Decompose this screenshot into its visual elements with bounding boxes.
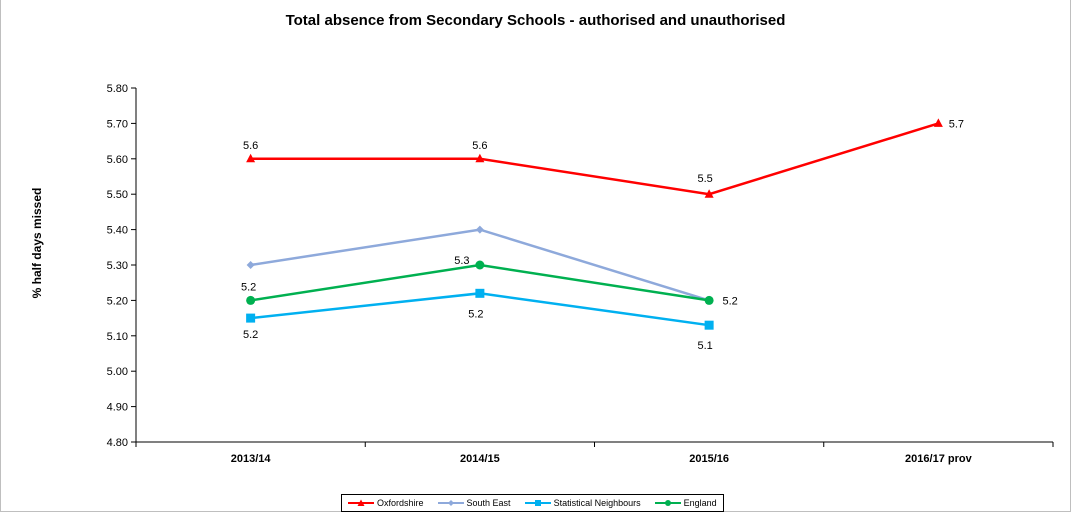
legend-swatch xyxy=(654,500,681,506)
legend-item: Oxfordshire xyxy=(348,498,424,508)
legend-swatch xyxy=(437,500,464,506)
data-point xyxy=(704,320,714,330)
y-tick-label: 4.90 xyxy=(107,402,128,414)
data-point xyxy=(475,153,485,163)
data-point xyxy=(246,153,256,163)
y-tick-label: 5.20 xyxy=(107,295,128,307)
y-tick-label: 5.80 xyxy=(107,83,128,95)
y-tick-label: 5.70 xyxy=(107,118,128,130)
data-point xyxy=(246,261,255,269)
data-label: 5.6 xyxy=(472,140,487,152)
legend-item: South East xyxy=(437,498,511,508)
y-tick-label: 5.00 xyxy=(107,366,128,378)
legend-swatch xyxy=(524,500,551,506)
x-tick-label: 2015/16 xyxy=(689,453,729,465)
y-tick-label: 5.10 xyxy=(107,331,128,343)
series-line xyxy=(250,122,939,196)
data-label: 5.3 xyxy=(454,255,469,267)
data-point xyxy=(704,189,714,198)
data-label: 5.2 xyxy=(241,281,256,293)
y-tick-label: 4.80 xyxy=(107,437,128,449)
y-tick-label: 5.50 xyxy=(107,189,128,201)
legend-swatch xyxy=(348,499,374,506)
data-label: 5.5 xyxy=(697,173,712,185)
data-point xyxy=(246,313,256,323)
y-tick-label: 5.60 xyxy=(107,154,128,166)
data-point xyxy=(704,295,714,305)
legend-item: Statistical Neighbours xyxy=(524,498,641,508)
legend-label: England xyxy=(683,498,717,508)
legend-label: South East xyxy=(466,498,511,508)
legend-label: Statistical Neighbours xyxy=(553,498,641,508)
data-label: 5.6 xyxy=(243,140,258,152)
data-label: 5.7 xyxy=(949,118,964,130)
data-label: 5.2 xyxy=(243,329,258,341)
chart-title: Total absence from Secondary Schools - a… xyxy=(285,12,786,29)
data-label: 5.1 xyxy=(697,340,712,352)
x-tick-label: 2016/17 prov xyxy=(905,453,973,465)
data-label: 5.2 xyxy=(722,295,737,307)
data-point xyxy=(475,225,484,234)
data-point xyxy=(246,295,256,305)
chart-legend: Oxfordshire South East Statistical Neighbo… xyxy=(341,494,724,512)
legend-label: Oxfordshire xyxy=(377,498,424,508)
y-tick-label: 5.40 xyxy=(107,225,128,237)
legend-item: England xyxy=(654,498,717,508)
y-tick-label: 5.30 xyxy=(107,260,128,272)
data-point xyxy=(475,260,485,270)
x-tick-label: 2014/15 xyxy=(460,453,500,465)
x-tick-label: 2013/14 xyxy=(231,453,272,465)
data-label: 5.2 xyxy=(468,308,483,320)
data-point xyxy=(475,288,485,298)
data-point xyxy=(933,118,943,127)
